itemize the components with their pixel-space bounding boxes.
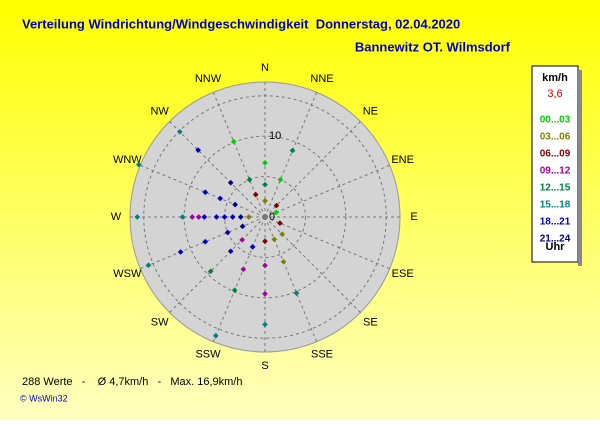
spoke xyxy=(264,121,361,218)
wind-point xyxy=(217,195,224,202)
wind-point xyxy=(289,147,296,154)
direction-label: S xyxy=(261,360,268,372)
legend-bin: 21...24 xyxy=(540,234,571,245)
wind-point xyxy=(134,214,141,220)
direction-label: SE xyxy=(363,316,378,328)
legend-shadow xyxy=(578,70,582,266)
direction-label: ENE xyxy=(391,154,414,166)
wind-point xyxy=(293,290,300,297)
spoke xyxy=(169,216,266,313)
legend-bin: 18...21 xyxy=(540,217,571,228)
wind-point xyxy=(232,201,238,208)
wind-point xyxy=(262,238,268,245)
legend-bin: 06...09 xyxy=(540,149,571,160)
wind-point xyxy=(239,237,245,243)
wind-point xyxy=(249,244,256,250)
direction-label: NE xyxy=(363,106,378,118)
spoke xyxy=(212,216,266,342)
wind-point xyxy=(262,160,268,166)
wind-point xyxy=(231,287,238,294)
spoke xyxy=(264,164,390,218)
direction-label: SW xyxy=(151,316,169,328)
wind-point xyxy=(262,321,268,328)
wind-point xyxy=(230,138,237,145)
wind-point xyxy=(279,231,285,237)
wind-point xyxy=(252,191,259,198)
wind-point xyxy=(221,214,228,220)
spoke xyxy=(264,216,361,313)
wind-point xyxy=(177,249,184,255)
direction-label: N xyxy=(261,62,269,74)
spoke xyxy=(140,216,266,270)
wind-point xyxy=(202,238,209,245)
wind-point xyxy=(179,214,186,220)
spoke xyxy=(264,92,318,218)
wind-point xyxy=(240,266,247,273)
direction-label: E xyxy=(410,211,417,223)
wind-point xyxy=(277,220,283,227)
wind-point xyxy=(262,290,268,297)
wind-point xyxy=(201,214,208,220)
spoke xyxy=(212,92,266,218)
legend-bin: 12...15 xyxy=(540,183,571,194)
wind-point xyxy=(262,198,268,204)
legend-bin: 15...18 xyxy=(540,200,571,211)
direction-label: NNE xyxy=(310,73,333,85)
wind-point xyxy=(280,258,287,265)
wind-point xyxy=(273,202,280,209)
station: Bannewitz OT. Wilmsdorf xyxy=(355,39,511,54)
legend-unit: km/h xyxy=(542,72,568,84)
direction-label: WSW xyxy=(113,268,142,280)
wind-point xyxy=(246,176,253,183)
legend-bin: 00...03 xyxy=(540,115,571,126)
spoke xyxy=(140,164,266,218)
wind-point xyxy=(262,262,268,269)
direction-label: ESE xyxy=(392,268,414,280)
direction-label: SSE xyxy=(311,349,333,361)
copyright: © WsWin32 xyxy=(20,393,68,403)
wind-point xyxy=(189,214,196,220)
wind-point xyxy=(273,209,280,216)
direction-label: W xyxy=(111,211,122,223)
direction-label: NNW xyxy=(195,73,222,85)
wind-point xyxy=(202,189,209,196)
spoke xyxy=(264,216,390,270)
direction-label: SSW xyxy=(195,349,221,361)
spoke xyxy=(169,121,266,218)
legend-current: 3,6 xyxy=(547,88,562,100)
title: Verteilung Windrichtung/Windgeschwindigk… xyxy=(22,16,460,31)
wind-point xyxy=(224,229,231,236)
direction-label: WNW xyxy=(113,154,142,166)
spoke xyxy=(264,216,318,342)
r-tick-label: 0 xyxy=(269,211,275,223)
wind-point xyxy=(135,161,142,168)
wind-point xyxy=(177,129,183,135)
legend-box xyxy=(531,65,579,263)
summary: 288 Werte - Ø 4,7km/h - Max. 16,9km/h xyxy=(22,376,242,388)
wind-point xyxy=(145,262,152,269)
wind-point xyxy=(237,214,244,220)
wind-point xyxy=(229,214,236,220)
r-tick-label: 10 xyxy=(269,130,281,142)
wind-point xyxy=(277,176,284,183)
wind-point xyxy=(207,268,214,275)
wind-point xyxy=(227,179,234,186)
wind-point xyxy=(246,214,252,220)
wind-point xyxy=(213,214,220,220)
legend-bin: 09...12 xyxy=(540,166,571,177)
wind-point xyxy=(195,214,202,220)
wind-point xyxy=(212,332,219,339)
wind-point xyxy=(239,223,246,230)
wind-point xyxy=(271,236,278,243)
wind-point xyxy=(227,248,234,255)
legend-time: Uhr xyxy=(546,241,566,253)
legend-bin: 03...06 xyxy=(540,132,571,143)
wind-point xyxy=(195,147,201,153)
wind-point xyxy=(262,181,268,188)
direction-label: NW xyxy=(150,106,169,118)
